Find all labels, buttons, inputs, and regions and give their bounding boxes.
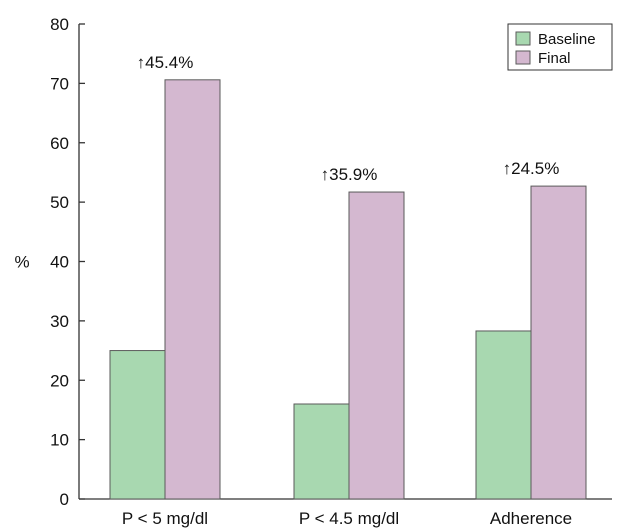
y-tick-label: 60: [50, 134, 69, 153]
y-tick-label: 0: [60, 490, 69, 509]
increase-annotation: ↑24.5%: [503, 159, 560, 178]
x-category-label: P < 5 mg/dl: [122, 509, 208, 528]
chart-axes: 0 10 20 30 40 50 60 70 80%: [14, 15, 612, 509]
legend-swatch-baseline: [515, 31, 531, 46]
bar-final: [164, 79, 221, 500]
x-category-label: Adherence: [490, 509, 572, 528]
y-tick-label: 20: [50, 371, 69, 390]
y-tick-label: 80: [50, 15, 69, 34]
bar-final: [348, 191, 405, 500]
increase-annotation: ↑45.4%: [137, 53, 194, 72]
y-tick-label: 10: [50, 431, 69, 450]
bar-baseline: [109, 350, 166, 500]
legend: Baseline Final: [507, 23, 613, 71]
increase-annotation: ↑35.9%: [321, 165, 378, 184]
legend-label-baseline: Baseline: [538, 31, 596, 48]
x-category-label: P < 4.5 mg/dl: [299, 509, 399, 528]
y-tick-label: 40: [50, 253, 69, 272]
y-tick-label: 30: [50, 312, 69, 331]
bar-baseline: [293, 403, 350, 500]
bar-final: [530, 185, 587, 500]
chart-labels: P < 5 mg/dl ↑45.4% P < 4.5 mg/dl ↑35.9% Adhe…: [122, 53, 572, 528]
chart-bars: [109, 79, 587, 500]
y-tick-label: 50: [50, 193, 69, 212]
legend-label-final: Final: [538, 50, 571, 67]
legend-swatch-final: [515, 50, 531, 65]
y-tick-label: 70: [50, 74, 69, 93]
bar-baseline: [475, 330, 532, 500]
y-axis-label: %: [14, 253, 29, 272]
